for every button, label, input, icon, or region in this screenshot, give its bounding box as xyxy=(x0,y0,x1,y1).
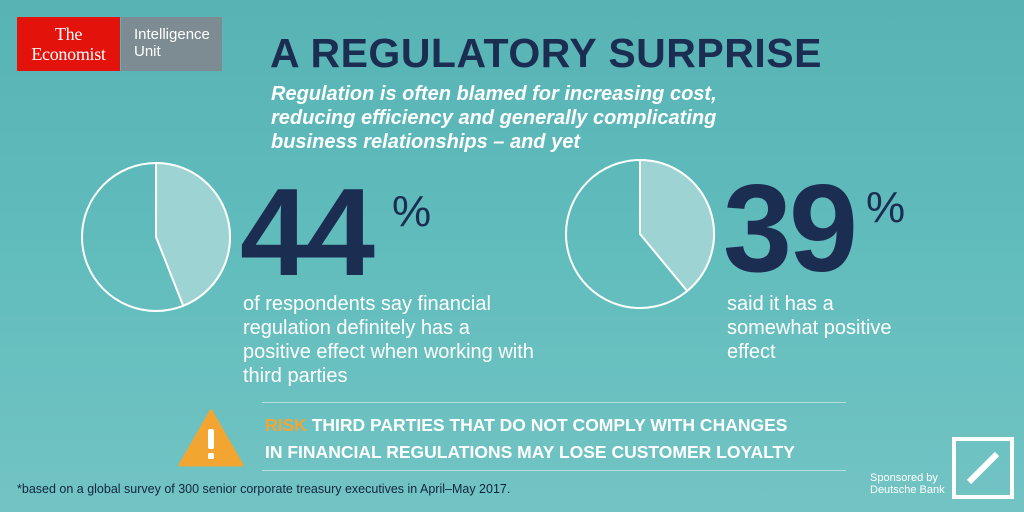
risk-line-1: RISK THIRD PARTIES THAT DO NOT COMPLY WI… xyxy=(265,412,865,439)
sponsor-line1: Sponsored by xyxy=(870,472,938,484)
risk-label: RISK xyxy=(265,415,307,435)
risk-statement: RISK THIRD PARTIES THAT DO NOT COMPLY WI… xyxy=(265,412,865,466)
page-subtitle: Regulation is often blamed for increasin… xyxy=(271,83,717,153)
pie-chart-44 xyxy=(81,162,231,312)
pie-slice xyxy=(155,162,231,307)
economist-logo: The Economist xyxy=(17,17,120,71)
stat-number-44: 44 xyxy=(240,164,375,302)
risk-text-line2: IN FINANCIAL REGULATIONS MAY LOSE CUSTOM… xyxy=(265,442,795,462)
economist-logo-line2: Economist xyxy=(31,44,106,64)
deutsche-bank-logo-icon xyxy=(952,437,1014,499)
economist-logo-line1: The xyxy=(54,24,83,44)
stat-percent-sign: % xyxy=(866,183,906,232)
stat-number-39: 39 xyxy=(723,160,858,298)
risk-text-line1: THIRD PARTIES THAT DO NOT COMPLY WITH CH… xyxy=(311,415,788,435)
divider-bottom xyxy=(262,470,846,471)
stat-description-44: of respondents say financial regulation … xyxy=(243,293,534,387)
sponsor-line2: Deutsche Bank xyxy=(870,484,945,496)
stat-description-39: said it has a somewhat positive effect xyxy=(727,293,892,363)
intelligence-unit-logo: Intelligence Unit xyxy=(121,17,222,71)
footnote: *based on a global survey of 300 senior … xyxy=(17,482,511,496)
pie-chart-39 xyxy=(565,159,715,309)
page-title: A REGULATORY SURPRISE xyxy=(270,30,822,76)
divider-top xyxy=(262,402,846,403)
stat-percent-sign: % xyxy=(392,187,432,236)
sponsor-credit: Sponsored by Deutsche Bank xyxy=(870,472,945,496)
eiu-logo-line2: Unit xyxy=(134,43,161,60)
pie-slice xyxy=(639,159,715,293)
eiu-logo-line1: Intelligence xyxy=(134,26,210,43)
warning-triangle-icon xyxy=(178,409,244,467)
